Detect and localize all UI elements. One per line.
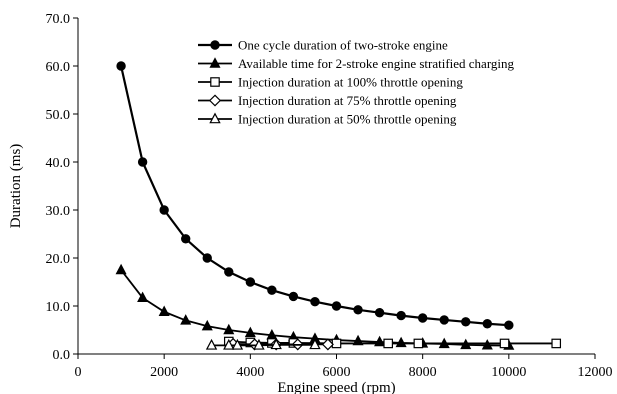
data-point bbox=[159, 205, 169, 215]
data-point bbox=[288, 291, 299, 302]
data-point bbox=[353, 305, 363, 315]
y-tick-label: 40.0 bbox=[46, 156, 71, 171]
x-tick-label: 6000 bbox=[323, 365, 351, 380]
data-point bbox=[499, 338, 510, 349]
x-tick-label: 2000 bbox=[150, 365, 178, 380]
x-tick-label: 8000 bbox=[409, 365, 437, 380]
legend-label: One cycle duration of two-stroke engine bbox=[238, 38, 448, 53]
legend-item: One cycle duration of two-stroke engine bbox=[198, 38, 448, 53]
y-tick-label: 30.0 bbox=[46, 204, 71, 219]
y-axis-ticks: 0.0 10.0 20.0 30.0 40.0 50.0 60.0 70.0 bbox=[46, 12, 78, 363]
x-tick-label: 10000 bbox=[491, 365, 526, 380]
data-point bbox=[267, 285, 277, 295]
data-point bbox=[395, 336, 407, 348]
y-tick-label: 10.0 bbox=[46, 300, 71, 315]
legend-item: Injection duration at 75% throttle openi… bbox=[198, 93, 457, 108]
data-point bbox=[223, 338, 235, 350]
x-tick-label: 12000 bbox=[578, 365, 613, 380]
series-2 bbox=[115, 263, 515, 350]
data-point bbox=[309, 338, 321, 350]
data-point bbox=[383, 338, 393, 349]
data-point bbox=[331, 338, 342, 349]
data-point bbox=[245, 277, 256, 287]
legend-label: Injection duration at 100% throttle open… bbox=[238, 75, 463, 90]
data-point bbox=[202, 253, 212, 263]
legend-marker bbox=[210, 77, 220, 87]
data-point bbox=[231, 338, 244, 350]
data-point bbox=[482, 319, 492, 329]
x-axis-ticks: 0 2000 4000 6000 8000 10000 12000 bbox=[75, 354, 613, 380]
y-tick-label: 0.0 bbox=[53, 348, 71, 363]
legend-item: Injection duration at 100% throttle open… bbox=[198, 75, 463, 90]
data-point bbox=[115, 263, 127, 275]
x-tick-label: 0 bbox=[75, 365, 82, 380]
data-point bbox=[201, 319, 213, 331]
legend: One cycle duration of two-stroke engine A… bbox=[198, 38, 515, 127]
data-point bbox=[413, 338, 424, 349]
data-point bbox=[310, 296, 320, 307]
data-point bbox=[396, 310, 406, 321]
data-point bbox=[331, 301, 342, 311]
data-point bbox=[270, 338, 282, 350]
data-point bbox=[439, 315, 449, 325]
data-point bbox=[481, 339, 493, 350]
data-point bbox=[321, 338, 334, 351]
data-point bbox=[205, 338, 218, 350]
data-point bbox=[417, 313, 428, 323]
data-point bbox=[461, 317, 471, 327]
x-tick-label: 4000 bbox=[236, 365, 264, 380]
data-point bbox=[504, 320, 514, 330]
legend-marker bbox=[209, 112, 221, 124]
series-1 bbox=[116, 61, 514, 330]
plot-area: 0 2000 4000 6000 8000 10000 12000 0.0 10.0 20.0 3… bbox=[46, 12, 613, 380]
data-point bbox=[181, 234, 191, 244]
data-point bbox=[137, 157, 148, 167]
data-point bbox=[244, 326, 256, 338]
data-point bbox=[551, 338, 562, 349]
data-point bbox=[137, 291, 149, 303]
y-tick-label: 60.0 bbox=[46, 60, 71, 75]
data-point bbox=[253, 338, 265, 350]
legend-label: Available time for 2-stroke engine strat… bbox=[238, 56, 515, 71]
x-axis-title: Engine speed (rpm) bbox=[277, 380, 395, 394]
legend-marker bbox=[209, 57, 221, 68]
legend-item: Available time for 2-stroke engine strat… bbox=[198, 56, 515, 71]
data-point bbox=[352, 334, 364, 346]
data-point bbox=[116, 61, 126, 71]
legend-label: Injection duration at 50% throttle openi… bbox=[238, 112, 457, 127]
legend-marker bbox=[208, 94, 222, 107]
y-tick-label: 20.0 bbox=[46, 252, 71, 267]
series-5 bbox=[205, 338, 321, 350]
legend-item: Injection duration at 50% throttle openi… bbox=[198, 112, 457, 127]
data-point bbox=[224, 267, 234, 277]
data-point bbox=[180, 314, 192, 325]
y-axis-title: Duration (ms) bbox=[8, 144, 24, 229]
data-point bbox=[374, 308, 385, 318]
legend-label: Injection duration at 75% throttle openi… bbox=[238, 93, 457, 108]
y-tick-label: 50.0 bbox=[46, 108, 71, 123]
series-layer bbox=[115, 61, 562, 351]
y-tick-label: 70.0 bbox=[46, 12, 71, 27]
data-point bbox=[158, 305, 170, 316]
data-point bbox=[223, 323, 235, 335]
legend-marker bbox=[210, 40, 220, 50]
